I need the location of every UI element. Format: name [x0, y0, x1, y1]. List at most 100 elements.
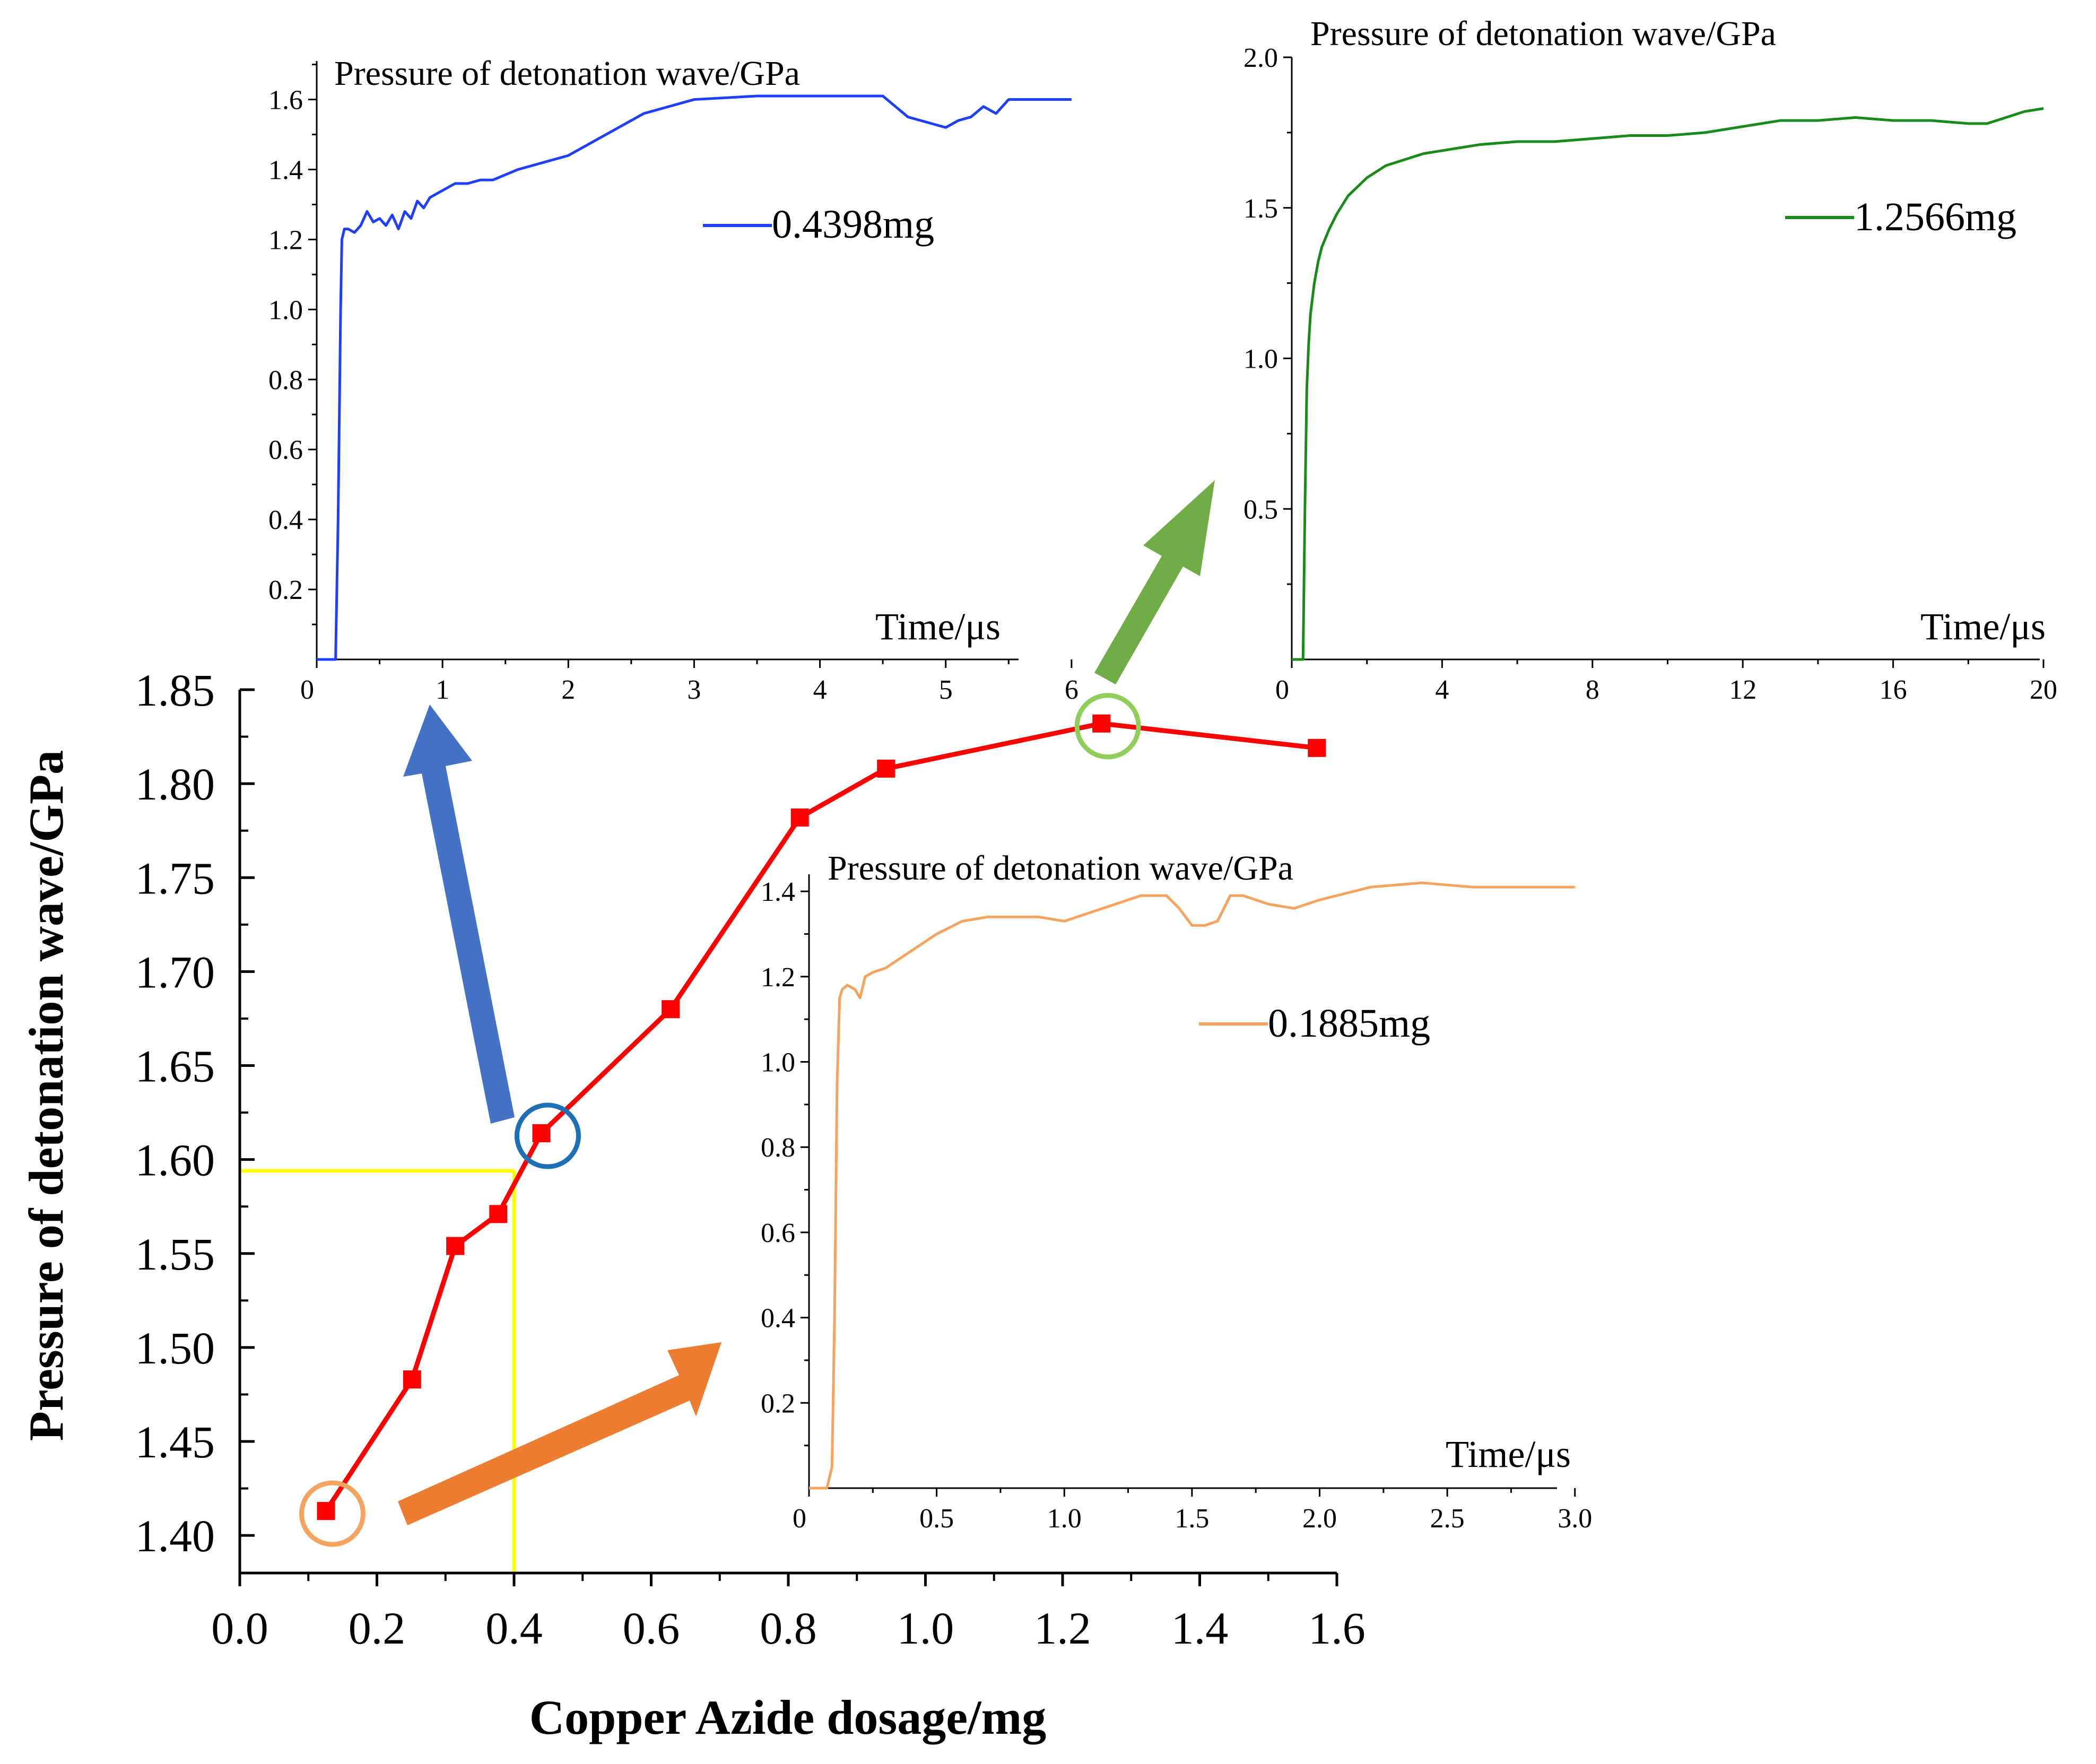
main-series-line	[324, 721, 1317, 1513]
main-x-axis-title: Copper Azide dosage/mg	[529, 1690, 1047, 1744]
inset-a-legend-label: 0.4398mg	[772, 202, 934, 247]
inset-a-series-line	[317, 94, 1072, 661]
inset-c-x-tick-label: 2.0	[1302, 1504, 1337, 1534]
inset-c-x-tick-label: 0	[793, 1504, 806, 1534]
main-y-tick-label: 1.50	[135, 1323, 215, 1374]
inset-b-y-ticks: 0.5 1.0 1.5 2.0	[1243, 43, 1292, 585]
main-data-point	[1092, 714, 1111, 733]
inset-b-legend-label: 1.2566mg	[1854, 195, 2016, 239]
inset-a-x-tick-label: 1	[436, 675, 449, 705]
main-data-point	[532, 1124, 551, 1143]
main-y-tick-label: 1.45	[135, 1417, 215, 1467]
inset-c-x-tick-label: 1.5	[1175, 1504, 1209, 1534]
main-y-tick-label: 1.55	[135, 1229, 215, 1280]
main-x-tick-label: 1.6	[1308, 1603, 1366, 1654]
main-x-tick-label: 0.0	[211, 1603, 268, 1654]
inset-b-y-tick-label: 1.0	[1243, 344, 1278, 375]
main-y-axis-title: Pressure of detonation wave/GPa	[19, 750, 73, 1441]
highlight-circle	[514, 1102, 581, 1169]
inset-b-title: Pressure of detonation wave/GPa	[1310, 14, 1776, 53]
inset-b-series-line	[1292, 107, 2044, 661]
arrows	[398, 480, 1215, 1525]
main-y-tick-label: 1.70	[135, 946, 215, 997]
main-data-point	[446, 1237, 465, 1255]
main-data-point	[662, 1000, 680, 1019]
main-data-point	[877, 759, 895, 778]
inset-a-x-tick-label: 0	[300, 675, 314, 705]
inset-c-x-tick-label: 3.0	[1558, 1504, 1592, 1534]
inset-a-y-tick-label: 0.8	[268, 365, 303, 395]
inset-a-x-axis-title: Time/μs	[875, 605, 1001, 648]
inset-chart-0-1885mg: 0 0.5 1.0 1.5 2.0 2.5 3.0 0.2 0.4 0.6 0.8 1.0 1.2 1.…	[761, 849, 1592, 1534]
main-x-tick-label: 0.8	[760, 1603, 817, 1654]
inset-a-x-tick-label: 2	[561, 675, 575, 705]
main-x-ticks: 0.0 0.2 0.4 0.6 0.8 1.0 1.2 1.4 1.6	[211, 1573, 1366, 1654]
main-y-tick-label: 1.85	[135, 665, 215, 716]
inset-c-x-axis-title: Time/μs	[1446, 1433, 1571, 1475]
inset-b-x-tick-label: 20	[2030, 675, 2057, 705]
inset-c-y-ticks: 0.2 0.4 0.6 0.8 1.0 1.2 1.4	[761, 877, 809, 1447]
inset-c-title: Pressure of detonation wave/GPa	[828, 849, 1293, 888]
inset-b-x-tick-label: 8	[1586, 675, 1599, 705]
inset-b-x-axis-title: Time/μs	[1920, 605, 2046, 648]
inset-c-x-tick-label: 1.0	[1047, 1504, 1082, 1534]
inset-a-title: Pressure of detonation wave/GPa	[334, 54, 800, 93]
main-y-ticks: 1.40 1.45 1.50 1.55 1.60 1.65 1.70 1.75 1.80 1.85	[135, 665, 255, 1561]
main-x-tick-label: 1.2	[1034, 1603, 1091, 1654]
highlight-circle	[1074, 693, 1141, 760]
main-data-point	[1308, 738, 1326, 757]
inset-c-x-tick-label: 2.5	[1430, 1504, 1465, 1534]
inset-b-series	[1292, 107, 2044, 661]
inset-c-legend-label: 0.1885mg	[1268, 1001, 1430, 1046]
inset-chart-1-2566mg: 0 4 8 12 16 20 0.5 1.0 1.5 2.0 Pressure of deton…	[1243, 14, 2057, 705]
reference-lines	[240, 1169, 516, 1573]
inset-b-x-ticks: 0 4 8 12 16 20	[1275, 659, 2057, 705]
inset-c-y-tick-label: 0.2	[761, 1388, 795, 1419]
main-highlights	[299, 693, 1141, 1547]
inset-c-y-tick-label: 1.2	[761, 962, 795, 993]
inset-a-series	[317, 94, 1072, 661]
main-x-tick-label: 1.0	[897, 1603, 954, 1654]
main-data-point	[489, 1205, 508, 1223]
inset-b-x-tick-label: 0	[1275, 675, 1289, 705]
inset-c-x-tick-label: 0.5	[919, 1504, 954, 1534]
inset-c-x-ticks: 0 0.5 1.0 1.5 2.0 2.5 3.0	[793, 1488, 1592, 1534]
inset-a-x-tick-label: 5	[939, 675, 953, 705]
inset-a-y-tick-label: 0.4	[268, 505, 303, 535]
inset-c-y-tick-label: 0.6	[761, 1218, 795, 1248]
main-y-tick-label: 1.75	[135, 853, 215, 903]
main-x-tick-label: 0.2	[349, 1603, 406, 1654]
arrow-to-inset-c	[398, 1342, 721, 1525]
inset-c-series-line	[809, 881, 1575, 1490]
inset-a-y-tick-label: 1.4	[268, 155, 303, 185]
arrow-to-inset-a	[403, 705, 515, 1124]
inset-c-y-tick-label: 0.4	[761, 1304, 795, 1334]
inset-b-x-tick-label: 16	[1880, 675, 1907, 705]
highlight-circle	[299, 1480, 366, 1547]
inset-b-y-tick-label: 1.5	[1243, 194, 1278, 224]
inset-a-y-tick-label: 0.2	[268, 575, 303, 605]
inset-a-y-ticks: 0.2 0.4 0.6 0.8 1.0 1.2 1.4 1.6	[268, 64, 317, 625]
inset-c-series	[809, 881, 1575, 1490]
main-data-point	[790, 808, 809, 827]
main-series	[317, 714, 1326, 1520]
inset-a-x-tick-label: 6	[1065, 675, 1079, 705]
main-chart: 0.0 0.2 0.4 0.6 0.8 1.0 1.2 1.4 1.6 1.401.451.50…	[19, 665, 1366, 1744]
inset-b-x-tick-label: 12	[1729, 675, 1756, 705]
inset-a-y-tick-label: 1.2	[268, 225, 303, 255]
main-x-tick-label: 0.6	[623, 1603, 680, 1654]
inset-b-x-tick-label: 4	[1435, 675, 1449, 705]
inset-b-y-tick-label: 2.0	[1243, 43, 1278, 73]
inset-a-x-tick-label: 4	[813, 675, 827, 705]
inset-a-x-tick-label: 3	[687, 675, 701, 705]
main-data-point	[317, 1502, 335, 1520]
inset-chart-0-4398mg: 0 1 2 3 4 5 6 0.2 0.4 0.6 0.8 1.0 1.2 1.4 1.6 Pressur…	[268, 54, 1079, 705]
inset-c-y-tick-label: 0.8	[761, 1133, 795, 1163]
inset-a-y-tick-label: 1.6	[268, 85, 303, 116]
main-y-tick-label: 1.40	[135, 1510, 215, 1561]
main-y-tick-label: 1.60	[135, 1135, 215, 1186]
arrow-to-inset-b	[1094, 480, 1215, 684]
main-x-tick-label: 0.4	[485, 1603, 543, 1654]
inset-a-y-tick-label: 0.6	[268, 435, 303, 465]
